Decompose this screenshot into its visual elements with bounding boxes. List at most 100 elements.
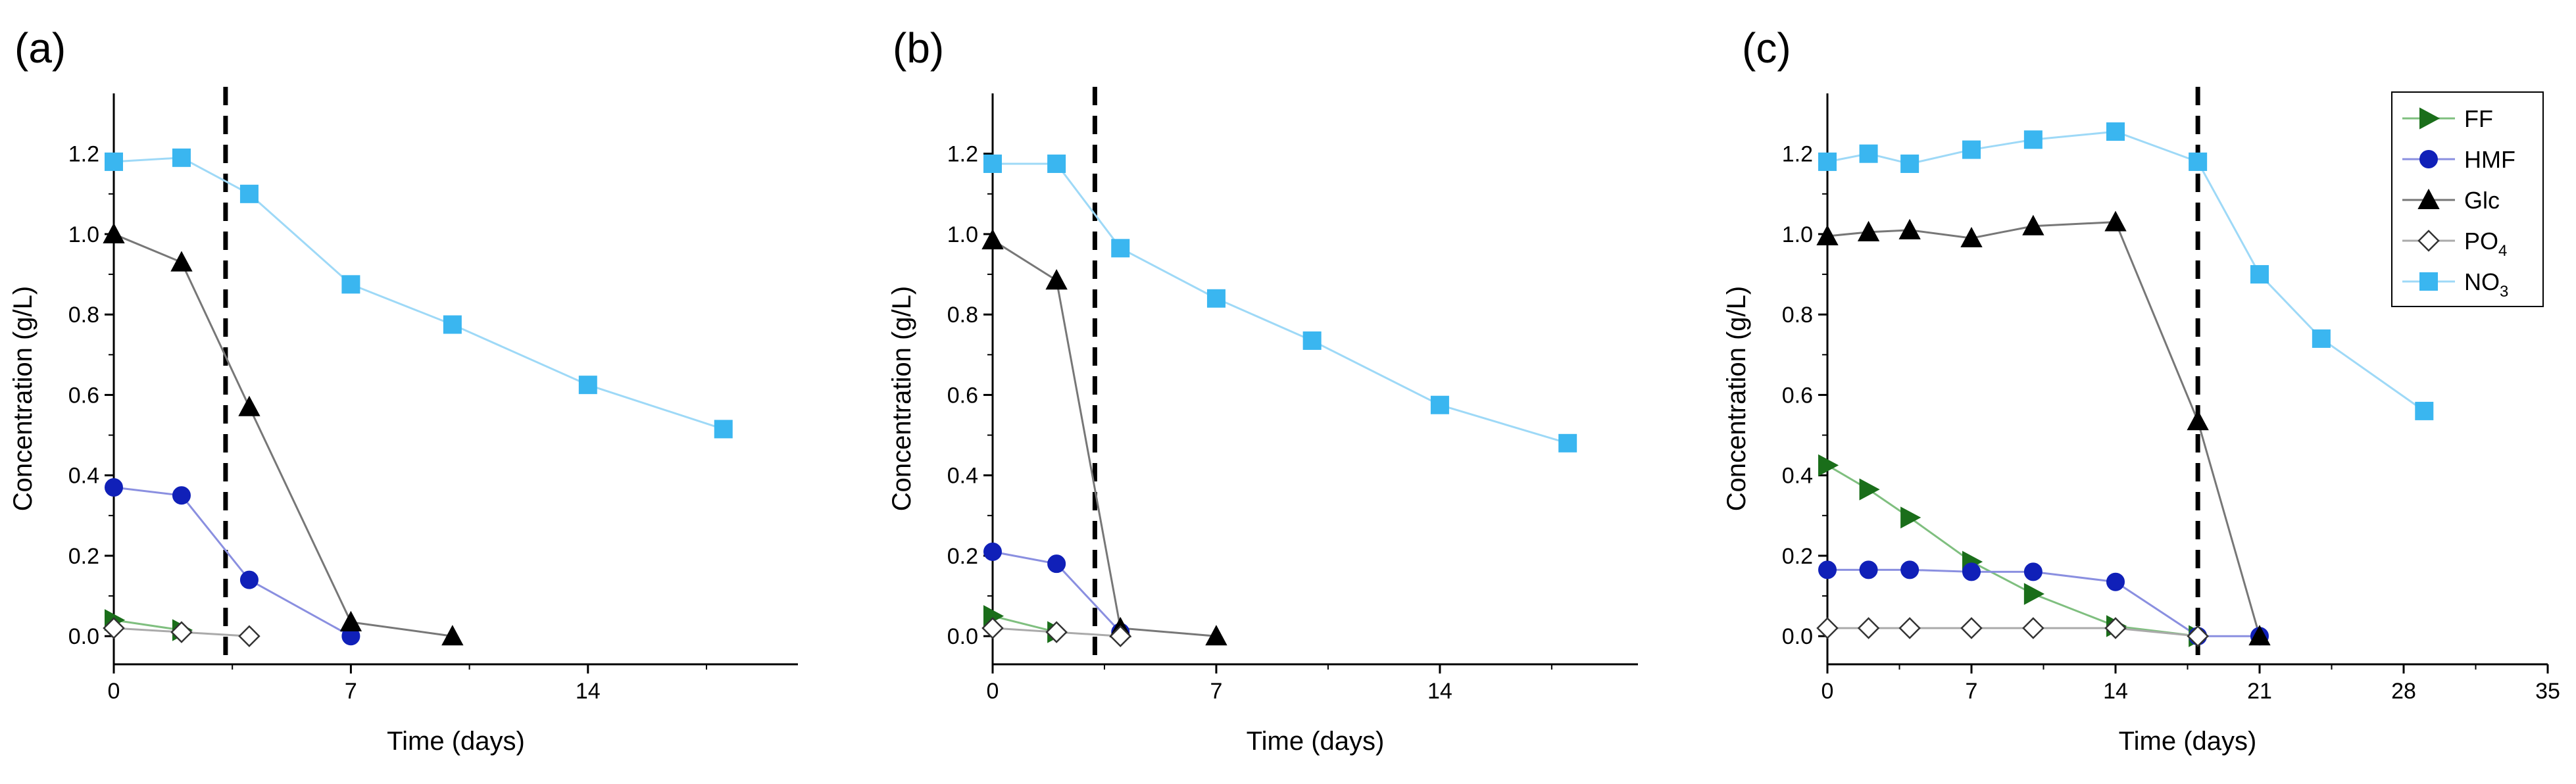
point-hmf (1818, 560, 1837, 579)
y-tick-label: 0.4 (947, 464, 978, 489)
point-no3 (1558, 433, 1577, 453)
y-axis-title: Concentration (g/L) (9, 286, 37, 511)
y-tick-label: 0.8 (947, 303, 978, 328)
point-hmf (105, 478, 123, 497)
point-ff (1859, 478, 1880, 501)
series-no3-line (113, 157, 724, 430)
point-no3 (983, 154, 1002, 173)
legend-label: HMF (2464, 146, 2515, 173)
point-no3 (443, 315, 462, 334)
y-axis-title: Concentration (g/L) (887, 286, 916, 511)
point-glc (2022, 214, 2044, 235)
point-hmf (983, 542, 1002, 561)
point-po4 (1816, 617, 1839, 639)
point-po4 (238, 625, 260, 647)
y-tick-label: 1.2 (68, 142, 99, 167)
panel-a-label: (a) (14, 24, 66, 72)
series-ff-line (992, 615, 1057, 633)
series-glc-line (1827, 221, 2261, 637)
point-glc (441, 625, 464, 646)
point-no3 (1818, 152, 1837, 171)
point-no3 (1206, 289, 1226, 308)
point-no3 (2189, 152, 2208, 171)
point-hmf (172, 486, 191, 505)
series-ff-line (113, 619, 182, 631)
y-tick-label: 0.0 (947, 624, 978, 649)
series-ff-line (1827, 464, 2198, 637)
legend-label: Glc (2464, 187, 2500, 214)
x-axis-title: Time (days) (387, 727, 525, 756)
point-po4 (1898, 617, 1921, 639)
point-no3 (578, 376, 597, 395)
point-no3 (714, 420, 733, 439)
legend-label-subscript: 3 (2500, 283, 2508, 301)
legend-ff-marker (2419, 107, 2440, 130)
point-po4 (2187, 625, 2209, 647)
y-tick-label: 0.2 (1782, 544, 1813, 569)
y-tick-label: 0.4 (68, 464, 99, 489)
x-tick-label: 14 (1427, 679, 1452, 704)
point-no3 (1111, 239, 1130, 258)
legend-glc-marker (2417, 188, 2440, 209)
y-tick-label: 1.0 (1782, 222, 1813, 247)
legend-item-ff: FF (2402, 105, 2493, 132)
point-glc (1960, 226, 1983, 248)
series-no3-line (1827, 130, 2425, 412)
point-po4 (1857, 617, 1880, 639)
point-glc (1816, 224, 1839, 245)
point-ff (1900, 506, 1921, 529)
legend-label: FF (2464, 105, 2493, 132)
y-tick-label: 0.6 (68, 383, 99, 408)
y-tick-label: 1.2 (1782, 142, 1813, 167)
series-hmf-line (1827, 568, 2260, 637)
point-po4 (2104, 617, 2127, 639)
legend-po4-marker (2417, 230, 2440, 252)
legend-box (2391, 91, 2544, 307)
x-tick-label: 0 (987, 679, 999, 704)
point-no3 (1859, 144, 1878, 163)
point-glc (1898, 218, 1921, 239)
point-ff (1818, 454, 1839, 477)
point-po4 (1045, 621, 1068, 643)
x-tick-label: 14 (2103, 679, 2128, 704)
point-no3 (2023, 130, 2043, 149)
y-tick-label: 1.2 (947, 142, 978, 167)
point-no3 (105, 152, 123, 171)
point-no3 (239, 184, 259, 203)
point-ff (2023, 583, 2044, 605)
x-tick-label: 7 (345, 679, 357, 704)
x-axis-title: Time (days) (1247, 727, 1385, 756)
x-tick-label: 0 (1821, 679, 1834, 704)
point-glc (1857, 220, 1880, 241)
point-hmf (1900, 560, 1920, 579)
point-glc (2248, 625, 2271, 646)
x-tick-label: 28 (2391, 679, 2416, 704)
y-tick-label: 0.0 (68, 624, 99, 649)
point-hmf (1047, 554, 1066, 574)
point-glc (170, 251, 193, 272)
point-no3 (2312, 329, 2331, 348)
series-glc-line (113, 233, 453, 637)
x-tick-label: 7 (1210, 679, 1222, 704)
x-tick-label: 21 (2247, 679, 2272, 704)
point-glc (339, 610, 362, 631)
point-no3 (1302, 331, 1322, 350)
point-hmf (239, 570, 259, 589)
point-hmf (2106, 572, 2125, 591)
y-tick-label: 1.0 (68, 222, 99, 247)
x-tick-label: 7 (1966, 679, 1978, 704)
point-no3 (2106, 122, 2125, 141)
point-no3 (341, 275, 360, 294)
point-glc (981, 228, 1004, 250)
panel-c: (c) 0.0 0.2 0.4 0.6 0.8 1.0 1.2 0 7 14 21 28 35 Time (… (1722, 24, 2560, 756)
legend-label: NO3 (2464, 268, 2508, 301)
y-tick-label: 0.8 (1782, 303, 1813, 328)
panel-c-label: (c) (1742, 24, 1791, 72)
point-glc (2187, 410, 2209, 431)
point-no3 (1430, 395, 1449, 414)
point-no3 (1900, 154, 1920, 173)
legend-item-no3: NO3 (2402, 268, 2508, 301)
point-glc (238, 395, 260, 416)
point-no3 (172, 148, 191, 167)
